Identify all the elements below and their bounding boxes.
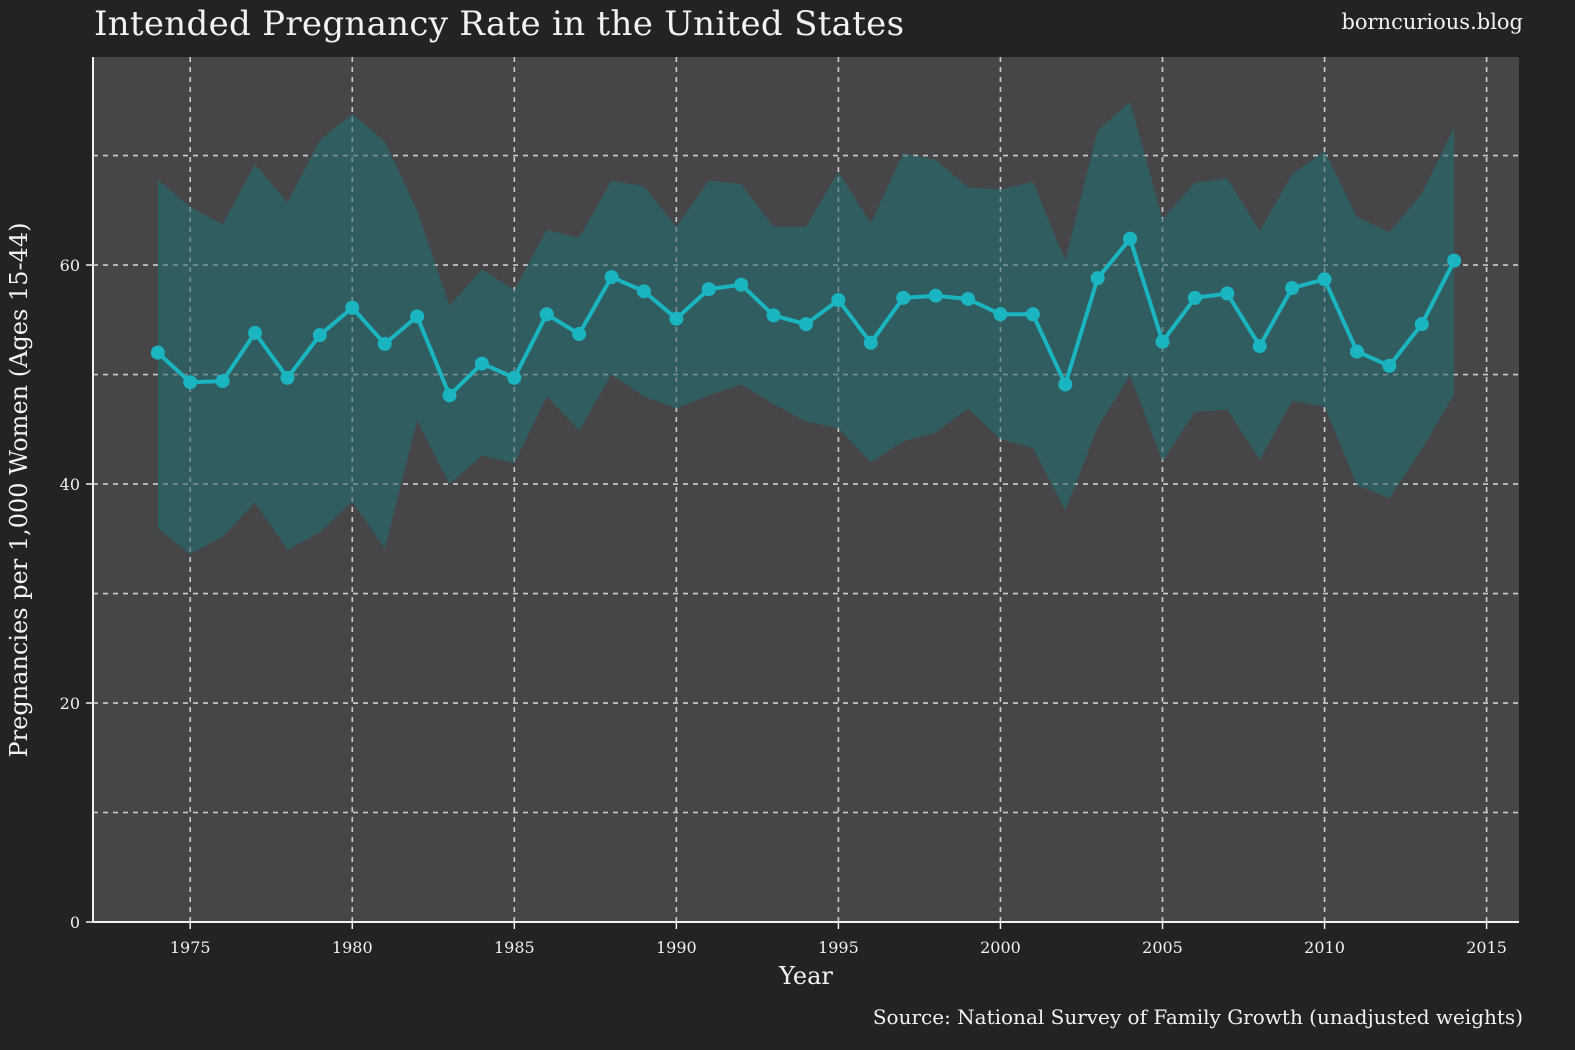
data-point: [831, 293, 846, 308]
x-tick-label: 2000: [980, 938, 1021, 957]
data-point: [1187, 290, 1202, 305]
data-point: [474, 356, 489, 371]
data-point: [539, 307, 554, 322]
data-point: [280, 370, 295, 385]
data-point: [572, 327, 587, 342]
data-point: [377, 336, 392, 351]
source-note: Source: National Survey of Family Growth…: [872, 1005, 1523, 1029]
data-point: [1025, 307, 1040, 322]
data-point: [961, 291, 976, 306]
data-point: [410, 309, 425, 324]
x-tick-label: 1980: [332, 938, 373, 957]
data-point: [1090, 271, 1105, 286]
data-point: [150, 345, 165, 360]
data-point: [345, 300, 360, 315]
data-point: [896, 290, 911, 305]
data-point: [1382, 358, 1397, 373]
site-name: borncurious.blog: [1341, 10, 1523, 34]
data-point: [799, 317, 813, 332]
y-tick-label: 40: [60, 475, 80, 494]
data-point: [183, 375, 198, 390]
data-points: [150, 231, 1462, 403]
y-axis-title: Pregnancies per 1,000 Women (Ages 15-44): [5, 223, 33, 758]
x-tick-label: 1990: [656, 938, 697, 957]
x-tick-label: 1985: [494, 938, 535, 957]
data-point: [1220, 286, 1235, 301]
x-tick-label: 1975: [170, 938, 211, 957]
data-point: [701, 282, 716, 297]
data-point: [1285, 281, 1300, 296]
y-tick-label: 20: [60, 694, 80, 713]
data-point: [442, 388, 457, 403]
data-point: [669, 311, 684, 326]
x-axis-ticks: 1975 1980 1985 1990 1995 2000 2005 2010 2015: [170, 922, 1507, 957]
y-tick-label: 0: [70, 913, 80, 932]
x-tick-label: 2015: [1466, 938, 1507, 957]
gridlines-overlay: [93, 57, 1519, 922]
data-point: [1414, 317, 1429, 332]
data-point: [734, 277, 749, 292]
data-point: [1447, 253, 1462, 268]
data-point: [636, 284, 651, 299]
data-point: [215, 374, 230, 389]
chart-title: Intended Pregnancy Rate in the United St…: [94, 4, 905, 44]
data-point: [766, 308, 781, 323]
data-point: [1058, 377, 1073, 392]
data-point: [604, 270, 619, 285]
data-point: [1155, 334, 1170, 349]
x-axis-title: Year: [778, 962, 833, 990]
data-point: [928, 288, 943, 303]
data-point: [1349, 344, 1364, 359]
data-point: [312, 328, 327, 343]
x-tick-label: 2010: [1304, 938, 1345, 957]
data-point: [1252, 339, 1267, 354]
data-point: [1317, 272, 1332, 287]
data-point: [248, 325, 263, 340]
data-point: [507, 370, 522, 385]
y-tick-label: 60: [60, 256, 80, 275]
x-tick-label: 2005: [1142, 938, 1183, 957]
x-tick-label: 1995: [818, 938, 859, 957]
data-point: [1123, 231, 1138, 246]
data-point: [993, 307, 1008, 322]
y-axis-ticks: 0 20 40 60: [60, 256, 93, 932]
data-point: [863, 335, 878, 350]
